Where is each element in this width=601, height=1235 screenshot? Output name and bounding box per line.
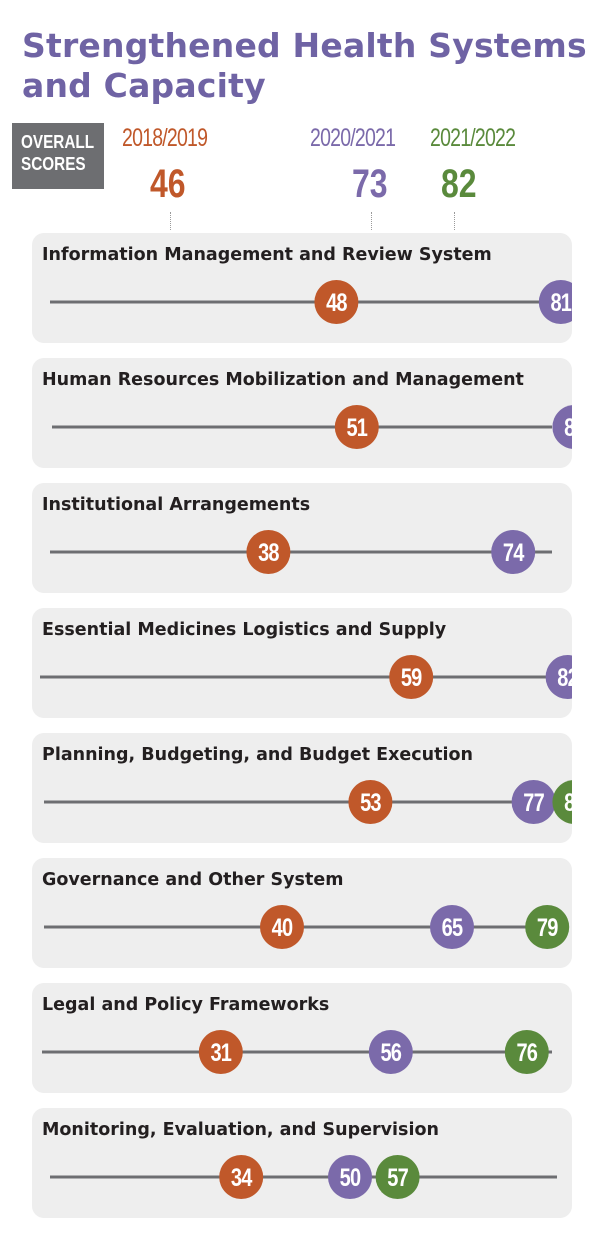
- score-dot-2018-2019: [314, 280, 359, 324]
- score-label-2020-2021: 50: [340, 1164, 361, 1192]
- score-label-2020-2021: 65: [442, 914, 463, 942]
- overall-tick-2020-2021: [371, 212, 372, 230]
- overall-tick-2018-2019: [170, 212, 171, 230]
- category-title: Essential Medicines Logistics and Supply: [42, 620, 447, 640]
- score-dot-2021-2022: [504, 1030, 549, 1074]
- overall-score-2021-2022: 82: [441, 162, 477, 206]
- score-label-2018-2019: 38: [258, 539, 279, 567]
- score-dot-2021-2022: [375, 1155, 420, 1199]
- score-label-2021-2022: 83: [564, 789, 572, 817]
- score-label-2018-2019: 53: [360, 789, 381, 817]
- category-card-essential-medicines-logistics-and-supply: Essential Medicines Logistics and Supply…: [32, 608, 572, 718]
- overall-label-line-2: SCORES: [21, 154, 86, 174]
- category-card-information-management-and-review-system: Information Management and Review System…: [32, 233, 572, 343]
- dot-row-svg: 53 77 83: [44, 780, 572, 824]
- score-dot-2020-2021: [538, 280, 572, 324]
- score-dot-2020-2021: [552, 405, 572, 449]
- score-label-2021-2022: 79: [537, 914, 558, 942]
- year-label-2021-2022: 2021/2022: [430, 124, 516, 152]
- score-label-2021-2022: 76: [516, 1039, 537, 1067]
- score-label-2020-2021: 77: [523, 789, 544, 817]
- dot-row-svg: 488189: [50, 280, 572, 324]
- chart-title: Strengthened Health Systems and Capacity: [22, 26, 592, 106]
- score-dot-2021-2022: [552, 780, 572, 824]
- score-dot-2018-2019: [389, 655, 434, 699]
- score-label-2018-2019: 51: [346, 414, 367, 442]
- score-dot-2018-2019: [219, 1155, 264, 1199]
- category-title: Institutional Arrangements: [42, 495, 311, 515]
- score-dot-2021-2022: [525, 905, 570, 949]
- category-title: Planning, Budgeting, and Budget Executio…: [42, 745, 473, 765]
- score-dot-2020-2021: [430, 905, 474, 949]
- category-card-human-resources-mobilization-and-management: Human Resources Mobilization and Managem…: [32, 358, 572, 468]
- score-label-2018-2019: 40: [272, 914, 293, 942]
- score-dot-2020-2021: [545, 655, 572, 699]
- year-label-2018-2019: 2018/2019: [122, 124, 208, 152]
- dot-row-svg: 598286: [40, 655, 572, 699]
- dot-row-svg: 34 50 57: [50, 1155, 557, 1199]
- score-label-2020-2021: 74: [503, 539, 525, 567]
- score-label-2021-2022: 57: [387, 1164, 408, 1192]
- year-label-2020-2021: 2020/2021: [310, 124, 396, 152]
- dot-row-svg: 387489: [50, 530, 552, 574]
- chart-title-line-1: Strengthened Health Systems: [22, 26, 587, 65]
- score-dot-2018-2019: [198, 1030, 243, 1074]
- score-dot-2020-2021: [511, 780, 556, 824]
- category-title: Legal and Policy Frameworks: [42, 995, 330, 1015]
- score-dot-2020-2021: [491, 530, 536, 574]
- category-title: Information Management and Review System: [42, 245, 492, 265]
- score-dot-2018-2019: [260, 905, 304, 949]
- overall-scores-label: OVERALL SCORES: [12, 123, 104, 189]
- category-card-planning-budgeting-and-budget-execution: Planning, Budgeting, and Budget Executio…: [32, 733, 572, 843]
- category-title: Monitoring, Evaluation, and Supervision: [42, 1120, 439, 1140]
- overall-score-2020-2021: 73: [352, 162, 388, 206]
- dot-row-svg: 31 56 76: [42, 1030, 552, 1074]
- score-dot-2020-2021: [368, 1030, 413, 1074]
- category-title: Governance and Other System: [42, 870, 344, 890]
- score-dot-2018-2019: [246, 530, 291, 574]
- score-dot-2020-2021: [328, 1155, 372, 1199]
- score-label-2020-2021: 81: [550, 289, 571, 317]
- overall-score-2018-2019: 46: [150, 162, 186, 206]
- dot-row-svg: 40 65 79: [44, 905, 570, 949]
- dot-row-svg: 518389: [52, 405, 572, 449]
- score-label-2018-2019: 59: [401, 664, 422, 692]
- score-label-2020-2021: 56: [380, 1039, 401, 1067]
- score-dot-2018-2019: [348, 780, 393, 824]
- category-card-legal-and-policy-frameworks: Legal and Policy Frameworks 31 56 76: [32, 983, 572, 1093]
- score-label-2020-2021: 82: [557, 664, 572, 692]
- score-label-2020-2021: 83: [564, 414, 572, 442]
- score-label-2018-2019: 34: [231, 1164, 253, 1192]
- category-card-monitoring-evaluation-and-supervision: Monitoring, Evaluation, and Supervision 3…: [32, 1108, 572, 1218]
- score-label-2018-2019: 48: [326, 289, 347, 317]
- overall-tick-2021-2022: [454, 212, 455, 230]
- score-dot-2018-2019: [334, 405, 379, 449]
- overall-label-line-1: OVERALL: [21, 132, 95, 152]
- category-card-institutional-arrangements: Institutional Arrangements387489: [32, 483, 572, 593]
- category-title: Human Resources Mobilization and Managem…: [42, 370, 524, 390]
- score-label-2018-2019: 31: [210, 1039, 231, 1067]
- category-card-governance-and-other-system: Governance and Other System 40 65 79: [32, 858, 572, 968]
- chart-title-line-2: and Capacity: [22, 66, 266, 105]
